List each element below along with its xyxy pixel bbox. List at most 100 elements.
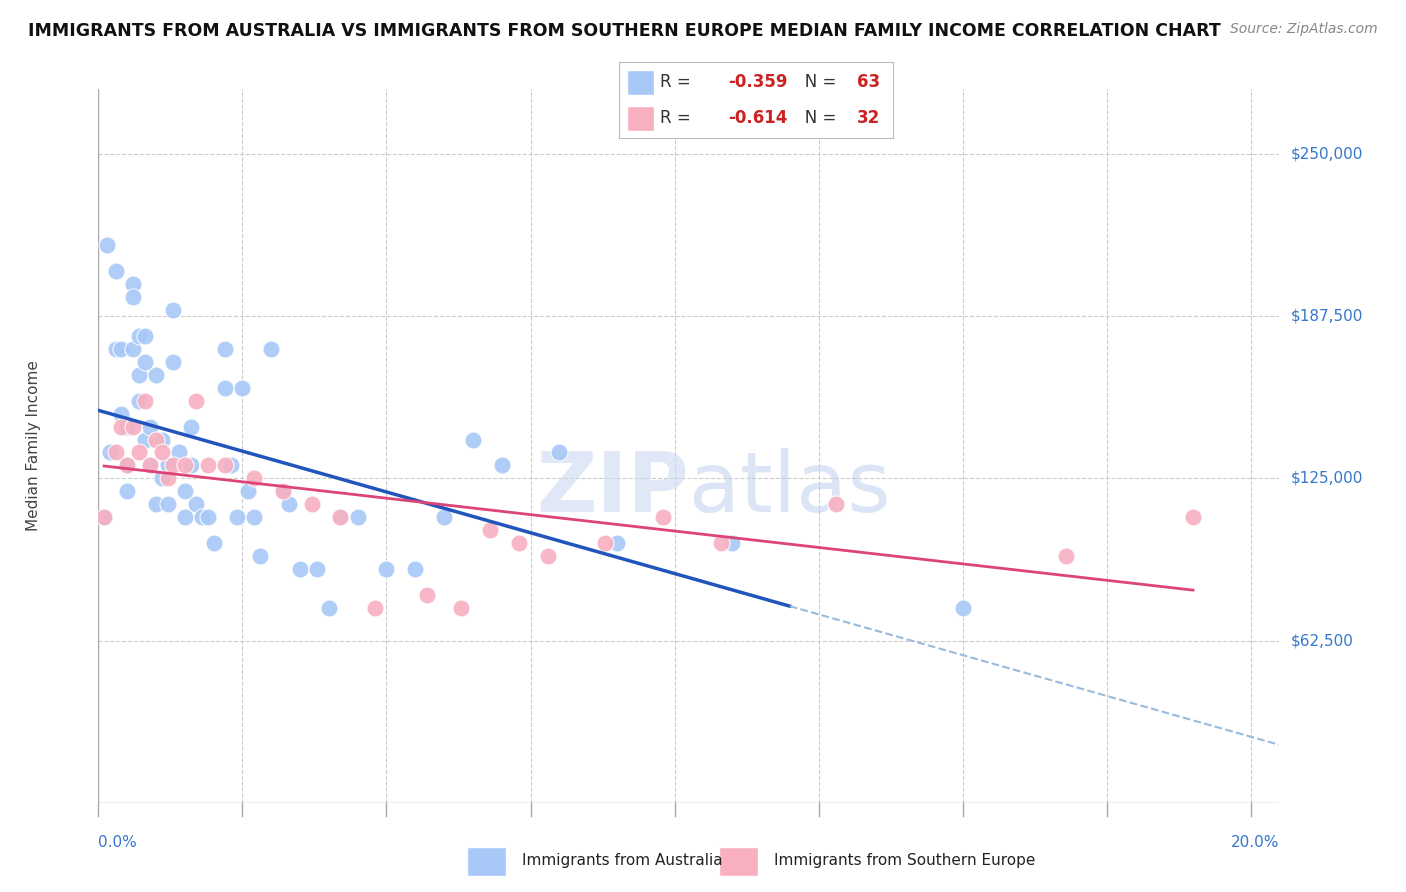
FancyBboxPatch shape (467, 847, 506, 876)
Text: $187,500: $187,500 (1291, 309, 1362, 324)
Point (450, 601, 472, 615)
Point (134, 328, 156, 343)
Point (1054, 549, 1077, 564)
Point (122, 277, 145, 291)
Point (150, 445, 173, 459)
Point (364, 601, 387, 615)
Point (115, 458, 138, 473)
Point (110, 419, 132, 434)
Point (128, 393, 150, 408)
Point (271, 484, 294, 499)
Point (595, 536, 617, 550)
Text: Immigrants from Australia: Immigrants from Australia (522, 854, 723, 868)
Point (375, 562, 398, 576)
Point (301, 497, 323, 511)
Point (115, 458, 138, 473)
Point (122, 290, 145, 304)
Point (433, 510, 456, 524)
Text: R =: R = (659, 73, 696, 91)
Point (404, 562, 426, 576)
Point (197, 458, 219, 473)
Point (271, 484, 294, 499)
Text: 63: 63 (858, 73, 880, 91)
Point (134, 393, 156, 408)
Point (156, 471, 179, 485)
Text: Median Family Income: Median Family Income (25, 360, 41, 532)
Point (162, 302, 184, 317)
Point (307, 562, 329, 576)
Point (156, 497, 179, 511)
Point (128, 445, 150, 459)
Point (721, 536, 744, 550)
Point (122, 342, 145, 356)
Point (180, 419, 202, 434)
Point (162, 354, 184, 368)
Point (115, 419, 138, 434)
Point (288, 562, 311, 576)
Point (110, 342, 132, 356)
Point (416, 588, 439, 602)
Text: -0.359: -0.359 (728, 73, 787, 91)
Point (180, 458, 202, 473)
Point (214, 342, 236, 356)
Point (150, 433, 173, 447)
Text: N =: N = (789, 109, 841, 127)
Point (186, 393, 208, 408)
Point (93, 510, 115, 524)
Point (277, 497, 299, 511)
Point (238, 484, 260, 499)
Point (167, 445, 190, 459)
Point (225, 510, 247, 524)
Text: Immigrants from Southern Europe: Immigrants from Southern Europe (773, 854, 1035, 868)
FancyBboxPatch shape (718, 847, 758, 876)
Point (329, 510, 352, 524)
Point (249, 549, 271, 564)
Text: N =: N = (789, 73, 841, 91)
Point (115, 484, 138, 499)
Text: IMMIGRANTS FROM AUSTRALIA VS IMMIGRANTS FROM SOUTHERN EUROPE MEDIAN FAMILY INCOM: IMMIGRANTS FROM AUSTRALIA VS IMMIGRANTS … (28, 22, 1220, 40)
Point (219, 458, 242, 473)
Point (173, 510, 195, 524)
Point (134, 433, 156, 447)
Point (318, 601, 340, 615)
FancyBboxPatch shape (627, 105, 654, 130)
Text: Source: ZipAtlas.com: Source: ZipAtlas.com (1230, 22, 1378, 37)
Point (461, 433, 484, 447)
Point (139, 419, 162, 434)
Point (537, 549, 560, 564)
Point (104, 264, 127, 278)
Point (110, 407, 132, 421)
Point (145, 368, 167, 382)
Point (145, 497, 167, 511)
Point (243, 510, 266, 524)
Point (824, 497, 846, 511)
Point (491, 458, 513, 473)
Point (548, 445, 571, 459)
Point (173, 458, 195, 473)
Text: 32: 32 (858, 109, 880, 127)
Point (329, 510, 352, 524)
Point (145, 433, 167, 447)
Point (104, 342, 127, 356)
Point (479, 524, 502, 538)
FancyBboxPatch shape (627, 70, 654, 95)
Point (128, 368, 150, 382)
Point (214, 381, 236, 395)
Point (346, 510, 368, 524)
Point (214, 458, 236, 473)
Point (191, 510, 214, 524)
Point (186, 497, 208, 511)
Point (156, 458, 179, 473)
Point (231, 381, 253, 395)
Text: 0.0%: 0.0% (98, 835, 138, 850)
Point (606, 536, 628, 550)
Text: 20.0%: 20.0% (1232, 835, 1279, 850)
Point (508, 536, 530, 550)
Point (243, 471, 266, 485)
Point (952, 601, 974, 615)
Text: R =: R = (659, 109, 696, 127)
Text: $62,500: $62,500 (1291, 633, 1354, 648)
Point (652, 510, 675, 524)
Text: atlas: atlas (689, 449, 890, 529)
Text: ZIP: ZIP (537, 449, 689, 529)
